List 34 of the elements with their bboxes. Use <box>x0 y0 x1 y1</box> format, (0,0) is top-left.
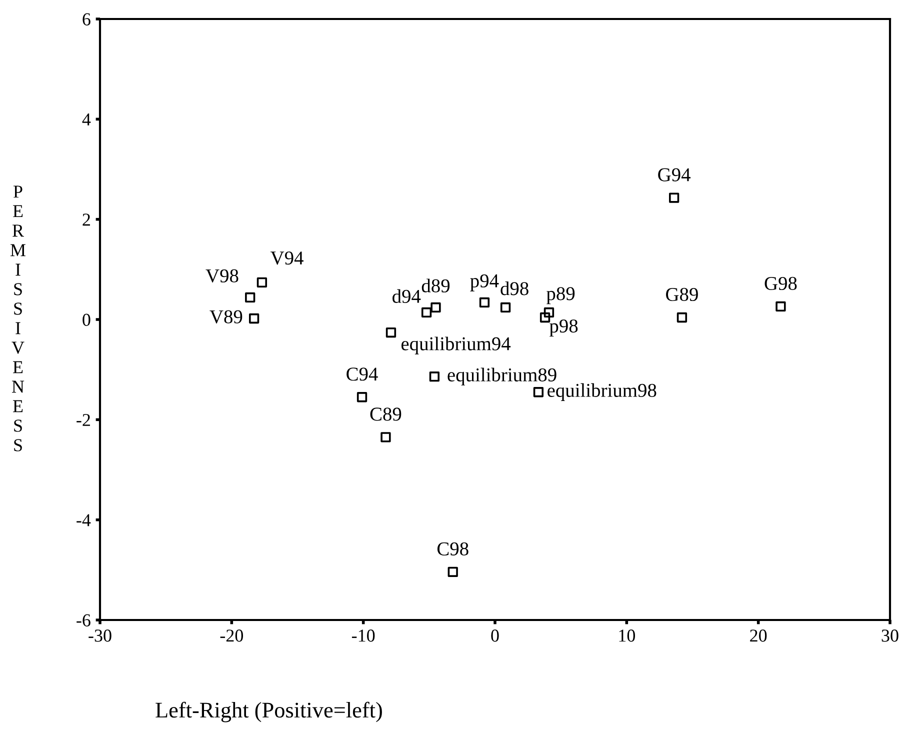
annotation: C94 <box>346 368 378 381</box>
annotation: V94 <box>270 252 304 265</box>
annotation: C98 <box>437 542 468 556</box>
x-tick-label: 10 <box>619 630 636 642</box>
text: PERMISSIVENESS <box>10 186 26 452</box>
y-tick-label: 4 <box>82 114 91 126</box>
y-tick-label: 2 <box>82 214 90 226</box>
y-tick-label: 6 <box>82 13 90 26</box>
y-tick-label: -2 <box>76 414 90 426</box>
annotation: V89 <box>210 310 242 324</box>
annotation: d94 <box>392 289 421 303</box>
annotation: d89 <box>422 278 450 292</box>
annotation: equilibrium89 <box>448 368 556 386</box>
annotation: p89 <box>546 287 575 304</box>
annotation: C89 <box>370 408 402 421</box>
annotation: G94 <box>658 168 691 182</box>
x-axis-title: Left-Right (Positive=left) <box>156 702 382 722</box>
x-tick-label: -20 <box>220 630 244 642</box>
annotation: V98 <box>206 269 238 283</box>
annotation: G98 <box>764 276 797 290</box>
x-tick-label: -10 <box>352 630 375 642</box>
annotation: equilibrium94 <box>401 336 511 354</box>
annotation: p94 <box>470 274 499 292</box>
x-tick-label: 0 <box>491 630 499 642</box>
y-tick-label: -4 <box>76 514 91 526</box>
annotation: G89 <box>666 288 698 302</box>
y-tick-label: -6 <box>76 614 90 626</box>
annotation: equilibrium98 <box>548 383 656 401</box>
x-tick-label: 30 <box>882 630 898 642</box>
x-tick-label: -30 <box>88 630 112 642</box>
x-tick-label: 20 <box>750 630 767 642</box>
y-tick-label: 0 <box>82 314 90 326</box>
annotation: d98 <box>500 282 528 296</box>
annotation: p98 <box>550 319 578 337</box>
